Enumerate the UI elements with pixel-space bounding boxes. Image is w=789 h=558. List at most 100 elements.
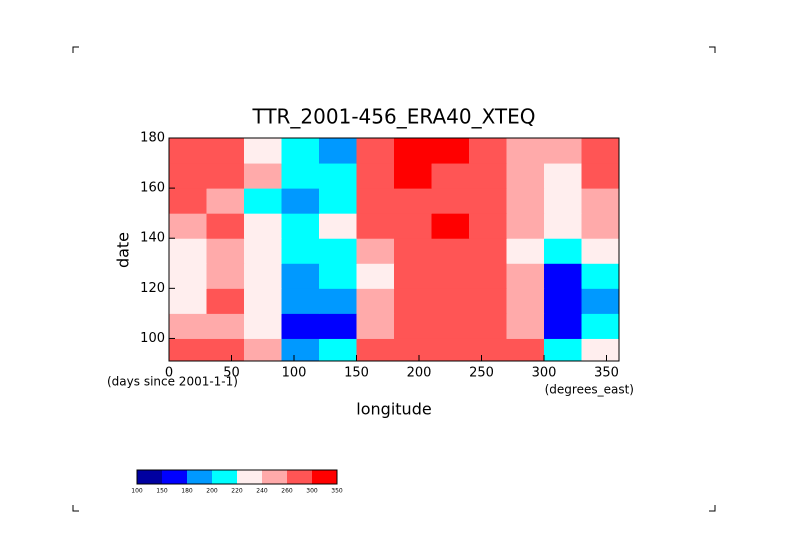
- heat-cell: [356, 188, 395, 214]
- colorbar-swatch: [212, 470, 237, 484]
- heat-cell: [581, 238, 619, 264]
- colorbar-frame: [136, 469, 338, 485]
- heat-cell: [581, 188, 619, 214]
- heat-cell: [356, 138, 395, 164]
- heat-cell: [506, 188, 545, 214]
- heat-cell: [169, 313, 207, 339]
- colorbar-label: 100: [131, 488, 143, 495]
- y-axis-label: date: [114, 232, 133, 268]
- heat-cell: [431, 163, 470, 189]
- heat-cell: [281, 163, 320, 189]
- heat-cell: [431, 263, 470, 289]
- heat-cell: [169, 138, 207, 164]
- heat-cell: [431, 338, 470, 361]
- heat-cell: [206, 238, 245, 264]
- colorbar-label: 220: [231, 488, 243, 495]
- heat-cell: [244, 238, 282, 264]
- heat-cell: [544, 188, 582, 214]
- colorbar-swatch: [162, 470, 187, 484]
- heat-cell: [169, 213, 207, 239]
- heat-cell: [544, 238, 582, 264]
- heat-cell: [581, 338, 619, 361]
- heat-cell: [281, 313, 320, 339]
- heat-cell: [469, 213, 507, 239]
- heat-cell: [319, 263, 357, 289]
- x-tick-label: 250: [469, 366, 494, 381]
- x-tick-label: 350: [594, 366, 619, 381]
- plot-frame: [168, 137, 620, 362]
- heat-cell: [281, 338, 320, 361]
- heat-cell: [169, 288, 207, 314]
- colorbar-swatch: [312, 470, 337, 484]
- heat-cell: [356, 263, 395, 289]
- heat-cell: [244, 338, 282, 361]
- heat-cell: [244, 138, 282, 164]
- heat-cell: [431, 188, 470, 214]
- heat-cell: [169, 263, 207, 289]
- heat-cell: [206, 163, 245, 189]
- colorbar-swatch: [287, 470, 312, 484]
- y-tick-label: 140: [140, 231, 165, 246]
- heat-cell: [281, 238, 320, 264]
- heat-cell: [281, 138, 320, 164]
- heat-cell: [356, 338, 395, 361]
- heat-cell: [356, 288, 395, 314]
- y-tick-label: 160: [140, 181, 165, 196]
- corner-marks: [72, 46, 716, 512]
- heat-cell: [244, 313, 282, 339]
- colorbar-label: 300: [306, 488, 318, 495]
- heat-cell: [169, 163, 207, 189]
- heat-cell: [206, 263, 245, 289]
- x-tick-label: 100: [282, 366, 307, 381]
- heat-cell: [319, 163, 357, 189]
- colorbar: 100 150 180 200 220 240 260 300 350: [131, 469, 343, 495]
- heat-cell: [469, 188, 507, 214]
- heat-cell: [581, 288, 619, 314]
- heat-cell: [581, 138, 619, 164]
- heat-cell: [469, 238, 507, 264]
- heat-cell: [506, 288, 545, 314]
- x-tick-label: 50: [223, 366, 240, 381]
- heat-cell: [244, 188, 282, 214]
- chart-title: TTR_2001-456_ERA40_XTEQ: [251, 105, 535, 129]
- colorbar-swatch: [137, 470, 162, 484]
- heat-cell: [506, 238, 545, 264]
- heat-cell: [394, 288, 432, 314]
- heat-cell: [169, 188, 207, 214]
- heat-cell: [281, 213, 320, 239]
- heat-cell: [506, 313, 545, 339]
- heat-cell: [469, 263, 507, 289]
- heat-cell: [544, 288, 582, 314]
- heat-cell: [319, 188, 357, 214]
- colorbar-swatch: [187, 470, 212, 484]
- heat-cell: [244, 163, 282, 189]
- heat-cell: [469, 313, 507, 339]
- heat-cell: [394, 263, 432, 289]
- heat-cell: [244, 263, 282, 289]
- x-axis-label: longitude: [356, 400, 431, 419]
- y-tick-label: 180: [140, 131, 165, 146]
- heat-cell: [469, 138, 507, 164]
- heat-cell: [319, 288, 357, 314]
- heat-cell: [581, 163, 619, 189]
- colorbar-label: 350: [331, 488, 343, 495]
- heat-cell: [506, 213, 545, 239]
- heat-cell: [431, 138, 470, 164]
- y-unit-note: (days since 2001-1-1): [107, 375, 238, 389]
- heat-cell: [281, 263, 320, 289]
- heat-cell: [431, 313, 470, 339]
- heat-cell: [206, 188, 245, 214]
- colorbar-swatch: [262, 470, 287, 484]
- colorbar-label: 150: [156, 488, 168, 495]
- heat-cell: [319, 313, 357, 339]
- heat-cell: [394, 213, 432, 239]
- heat-cell: [506, 263, 545, 289]
- heat-cell: [431, 288, 470, 314]
- heat-cell: [544, 138, 582, 164]
- heat-cell: [319, 213, 357, 239]
- heat-cell: [319, 238, 357, 264]
- y-tick-label: 120: [140, 281, 165, 296]
- heat-cell: [394, 138, 432, 164]
- colorbar-label: 260: [281, 488, 293, 495]
- heat-cell: [394, 238, 432, 264]
